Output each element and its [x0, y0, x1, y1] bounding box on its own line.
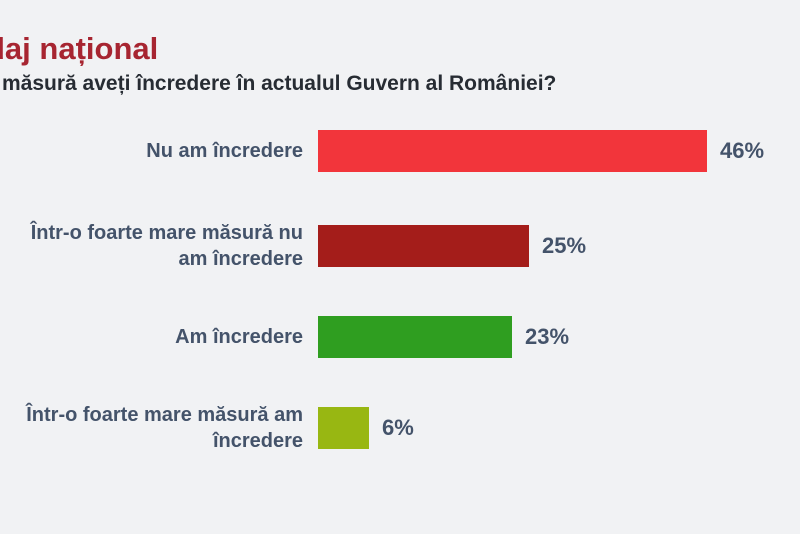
- value-label: 25%: [542, 233, 587, 258]
- bar-segment: [318, 130, 707, 172]
- chart-row: Într-o foarte mare măsură am încredere 6%: [0, 404, 800, 452]
- survey-question: măsură aveți încredere în actualul Guver…: [2, 72, 557, 96]
- value-label: 23%: [525, 324, 570, 349]
- value-label: 6%: [382, 415, 414, 440]
- chart-row: Am încredere 23%: [0, 316, 800, 358]
- page-title: daj național: [0, 30, 159, 66]
- chart-row: Într-o foarte mare măsură nu am încreder…: [0, 222, 800, 270]
- bar-segment: [318, 225, 529, 267]
- bar-segment: [318, 407, 369, 449]
- chart-row: Nu am încredere 46%: [0, 130, 800, 172]
- category-label: Am încredere: [175, 326, 303, 348]
- category-label: Într-o foarte mare măsură nu am încreder…: [30, 222, 303, 270]
- category-label: Nu am încredere: [146, 140, 303, 162]
- bar-segment: [318, 316, 512, 358]
- value-label: 46%: [720, 138, 765, 163]
- category-label: Într-o foarte mare măsură am încredere: [26, 404, 303, 452]
